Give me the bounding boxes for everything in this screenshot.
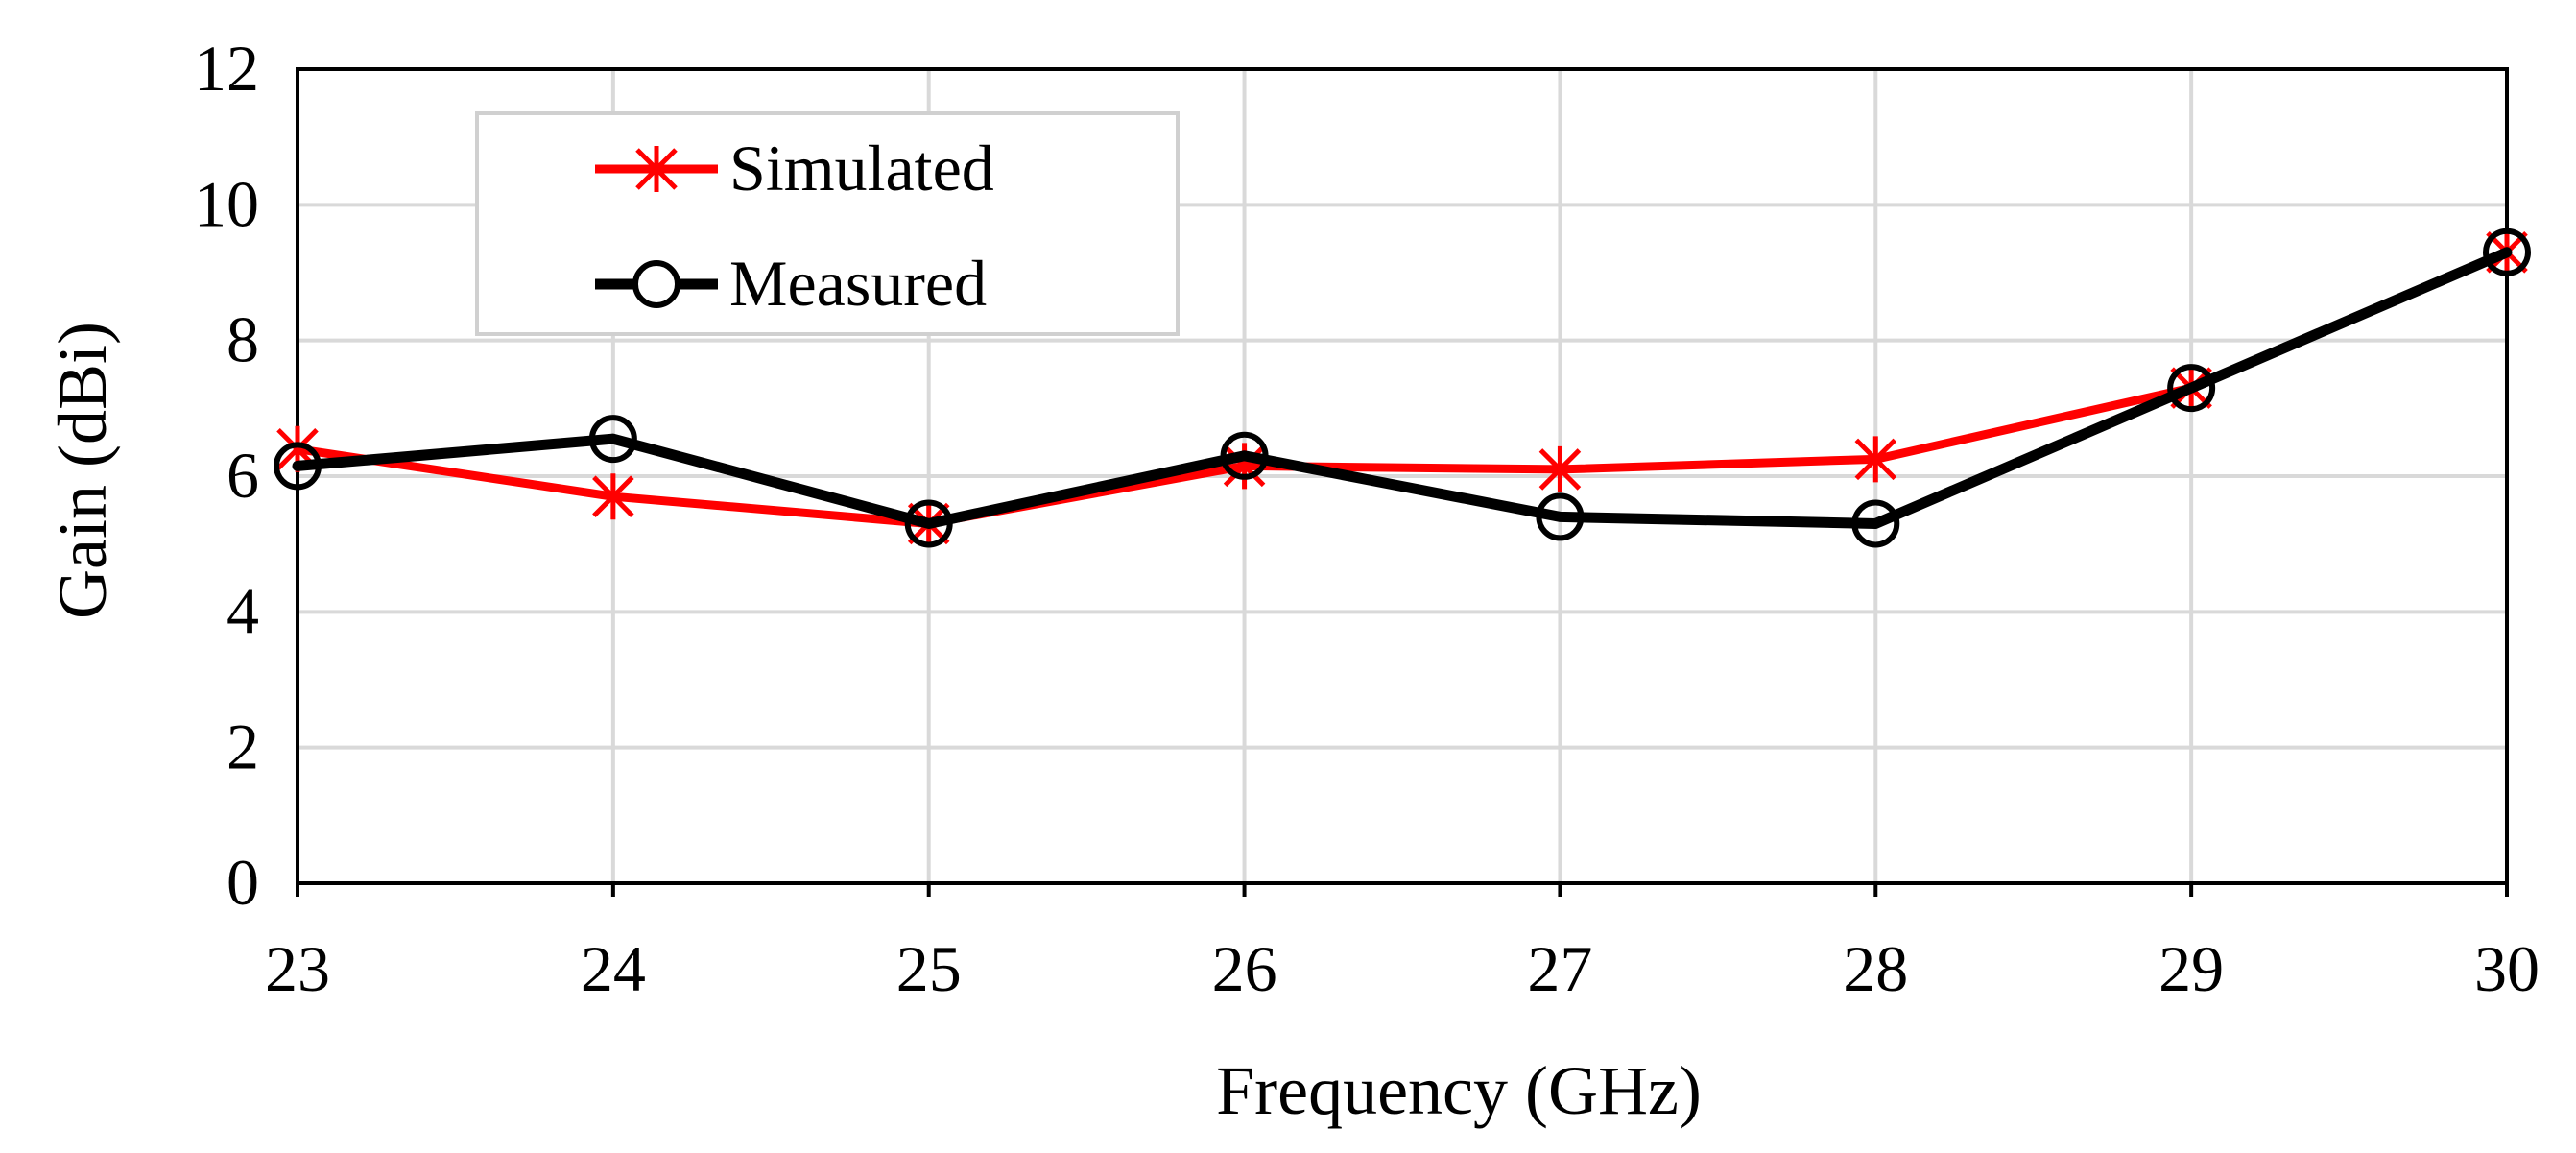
y-axis-title: Gain (dBi) [44,322,121,619]
y-tick-label-8: 8 [227,303,259,376]
y-tick-label-10: 10 [194,167,259,240]
x-tick-label-27: 27 [1527,932,1592,1005]
legend-box [475,111,1180,336]
series-layer [274,228,2531,548]
point-measured-24 [588,415,637,464]
x-tick-label-28: 28 [1843,932,1908,1005]
legend-label-measured: Measured [729,247,987,320]
axes-layer [296,67,2509,897]
point-measured-29 [2167,364,2216,413]
x-tick-label-23: 23 [265,932,330,1005]
point-simulated-24 [592,473,634,520]
legend-label-simulated: Simulated [729,132,994,204]
point-measured-30 [2483,228,2531,276]
x-tick-label-25: 25 [896,932,962,1005]
legend: Simulated Measured [475,111,1180,336]
x-axis-title: Frequency (GHz) [1216,1052,1702,1129]
point-measured-25 [904,499,953,548]
y-tick-label-6: 6 [227,439,259,512]
plot-frame [296,67,2509,885]
series-line-measured [292,247,2513,529]
point-measured-28 [1851,499,1900,548]
point-measured-23 [274,442,322,491]
point-simulated-27 [1538,445,1582,492]
series-line-simulated [293,248,2512,528]
legend-marker-simulated [635,146,678,192]
x-tick-label-29: 29 [2159,932,2224,1005]
y-tick-label-4: 4 [227,574,259,647]
legend-marker-measured [632,260,680,308]
y-tick-label-2: 2 [227,710,259,783]
legend-entries [595,146,718,308]
point-measured-27 [1536,492,1585,541]
x-tick-label-30: 30 [2474,932,2540,1005]
labels-layer: Frequency (GHz) Gain (dBi) 23 24 25 26 27 28 2… [44,32,2540,1129]
x-tick-label-26: 26 [1212,932,1277,1005]
point-simulated-28 [1854,436,1897,483]
y-tick-label-0: 0 [227,846,259,919]
y-tick-label-12: 12 [194,32,259,105]
x-tick-label-24: 24 [581,932,646,1005]
point-measured-26 [1220,431,1269,480]
